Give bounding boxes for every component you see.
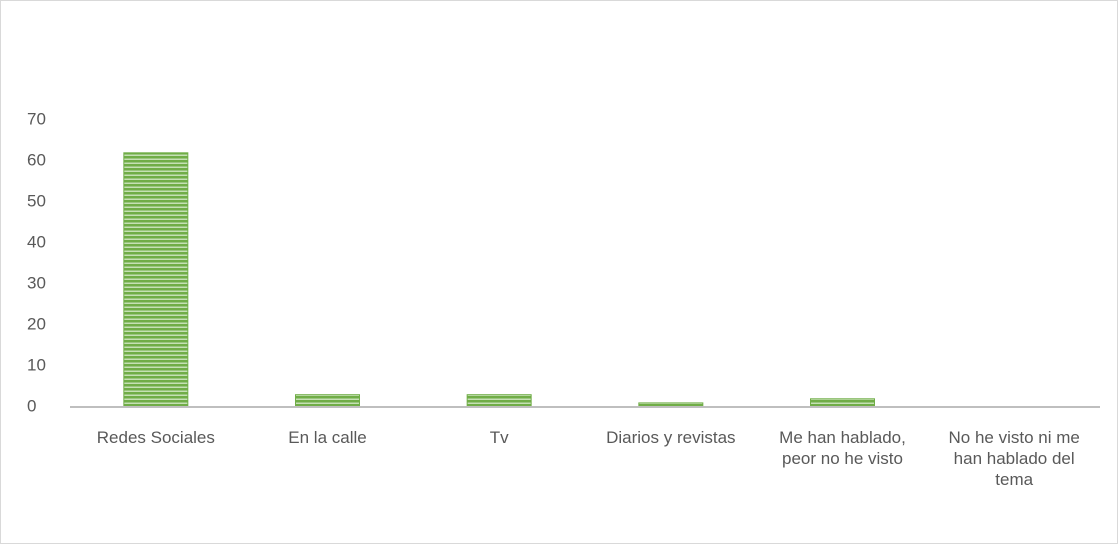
y-tick-label: 0	[27, 396, 36, 415]
x-tick-label: Redes Sociales	[97, 428, 215, 447]
bar	[466, 394, 532, 408]
y-tick-label: 30	[27, 273, 46, 292]
y-tick-label: 50	[27, 191, 46, 210]
y-tick-label: 60	[27, 150, 46, 169]
bar	[295, 394, 360, 408]
x-tick-label: Me han hablado, peor no he visto	[779, 428, 906, 468]
y-tick-label: 40	[27, 232, 46, 251]
x-tick-label: No he visto ni me han hablado del tema	[948, 428, 1079, 489]
x-tick-label: En la calle	[288, 428, 366, 447]
y-tick-label: 20	[27, 314, 46, 333]
y-tick-label: 70	[27, 109, 46, 128]
x-tick-label: Diarios y revistas	[606, 428, 735, 447]
bar	[123, 152, 189, 408]
bar	[810, 398, 875, 408]
y-tick-label: 10	[27, 355, 46, 374]
x-tick-label: Tv	[490, 428, 509, 447]
